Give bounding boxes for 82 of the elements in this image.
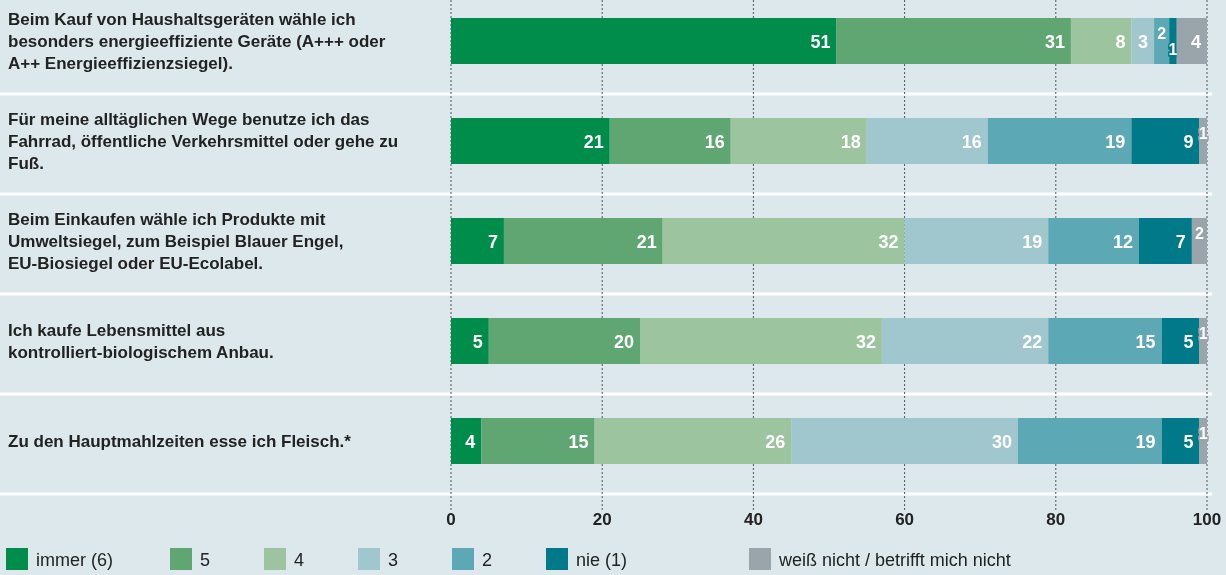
bar bbox=[481, 418, 595, 464]
bar bbox=[1048, 318, 1162, 364]
bar bbox=[451, 418, 482, 464]
bar bbox=[594, 418, 792, 464]
data-label: 21 bbox=[636, 232, 657, 252]
bar bbox=[662, 218, 905, 264]
legend-label: weiß nicht / betrifft mich nicht bbox=[778, 550, 1011, 570]
data-label: 19 bbox=[1105, 132, 1126, 152]
data-label: 2 bbox=[1157, 25, 1167, 42]
data-label: 31 bbox=[1044, 32, 1065, 52]
bar bbox=[503, 218, 663, 264]
data-label: 32 bbox=[878, 232, 899, 252]
data-label: 2 bbox=[1194, 225, 1204, 242]
data-label: 1 bbox=[1168, 41, 1178, 58]
data-label: 22 bbox=[1022, 332, 1043, 352]
data-label: 30 bbox=[991, 432, 1012, 452]
bar bbox=[791, 418, 1018, 464]
data-label: 3 bbox=[1138, 32, 1149, 52]
bar bbox=[1176, 18, 1207, 64]
data-label: 4 bbox=[1190, 32, 1201, 52]
bar bbox=[1161, 418, 1200, 464]
x-tick-label: 40 bbox=[743, 510, 763, 529]
bar bbox=[451, 118, 610, 164]
bar bbox=[987, 118, 1132, 164]
data-label: 16 bbox=[704, 132, 725, 152]
data-label: 5 bbox=[1183, 432, 1194, 452]
bar bbox=[609, 118, 731, 164]
data-label: 15 bbox=[568, 432, 589, 452]
bar bbox=[488, 318, 640, 364]
legend-label: 2 bbox=[482, 550, 493, 570]
data-label: 4 bbox=[465, 432, 476, 452]
bar bbox=[451, 318, 489, 364]
bar bbox=[730, 118, 867, 164]
bar bbox=[1131, 18, 1155, 64]
legend-label: nie (1) bbox=[576, 550, 628, 570]
bar bbox=[451, 18, 837, 64]
data-label: 12 bbox=[1112, 232, 1133, 252]
data-label: 51 bbox=[810, 32, 831, 52]
data-label: 7 bbox=[1175, 232, 1186, 252]
data-label: 15 bbox=[1135, 332, 1156, 352]
bar bbox=[1138, 218, 1192, 264]
data-label: 18 bbox=[840, 132, 861, 152]
bar bbox=[451, 218, 504, 264]
bar bbox=[1070, 18, 1132, 64]
y-tick-label: Ich kaufe Lebensmittel aus kontrolliert-biologischem Anbau. bbox=[8, 321, 274, 362]
bar bbox=[1048, 218, 1139, 264]
x-tick-label: 100 bbox=[1192, 510, 1222, 529]
data-label: 5 bbox=[472, 332, 483, 352]
y-tick-label: Zu den Hauptmahlzeiten esse ich Fleisch.* bbox=[8, 432, 352, 451]
data-label: 19 bbox=[1022, 232, 1043, 252]
bar bbox=[904, 218, 1049, 264]
data-label: 7 bbox=[487, 232, 498, 252]
bar bbox=[1018, 418, 1162, 464]
x-tick-label: 80 bbox=[1046, 510, 1066, 529]
data-label: 19 bbox=[1135, 432, 1156, 452]
legend-label: immer (6) bbox=[36, 550, 113, 570]
legend-label: 4 bbox=[294, 550, 305, 570]
bar bbox=[1161, 318, 1200, 364]
data-label: 9 bbox=[1183, 132, 1194, 152]
y-tick-label: Beim Einkaufen wähle ich Produkte mit Umweltsiegel, zum Beispiel Blauer Engel, EU-Biosiegel oder EU-Ecolabel. bbox=[8, 210, 344, 273]
x-tick-label: 60 bbox=[895, 510, 915, 529]
data-label: 16 bbox=[961, 132, 982, 152]
data-label: 5 bbox=[1183, 332, 1194, 352]
data-label: 1 bbox=[1198, 425, 1208, 442]
legend-label: 3 bbox=[388, 550, 399, 570]
data-label: 32 bbox=[855, 332, 876, 352]
data-label: 20 bbox=[613, 332, 634, 352]
data-label: 26 bbox=[765, 432, 786, 452]
data-label: 8 bbox=[1115, 32, 1126, 52]
y-tick-label: Beim Kauf von Haushaltsgeräten wähle ich besonders energieeffiziente Geräte (A+++ oder A++ Energieeffizienzsiegel). bbox=[8, 10, 386, 73]
y-tick-label: Für meine alltäglichen Wege benutze ich das Fahrrad, öffentliche Verkehrsmittel oder gehe zu Fuß. bbox=[8, 110, 399, 173]
bar bbox=[640, 318, 882, 364]
bar bbox=[836, 18, 1071, 64]
x-tick-label: 0 bbox=[446, 510, 456, 529]
data-label: 21 bbox=[583, 132, 604, 152]
x-tick-label: 20 bbox=[592, 510, 612, 529]
bar bbox=[1131, 118, 1200, 164]
data-label: 1 bbox=[1198, 125, 1208, 142]
legend-label: 5 bbox=[200, 550, 211, 570]
bar bbox=[881, 318, 1049, 364]
data-label: 1 bbox=[1198, 325, 1208, 342]
bar bbox=[866, 118, 988, 164]
